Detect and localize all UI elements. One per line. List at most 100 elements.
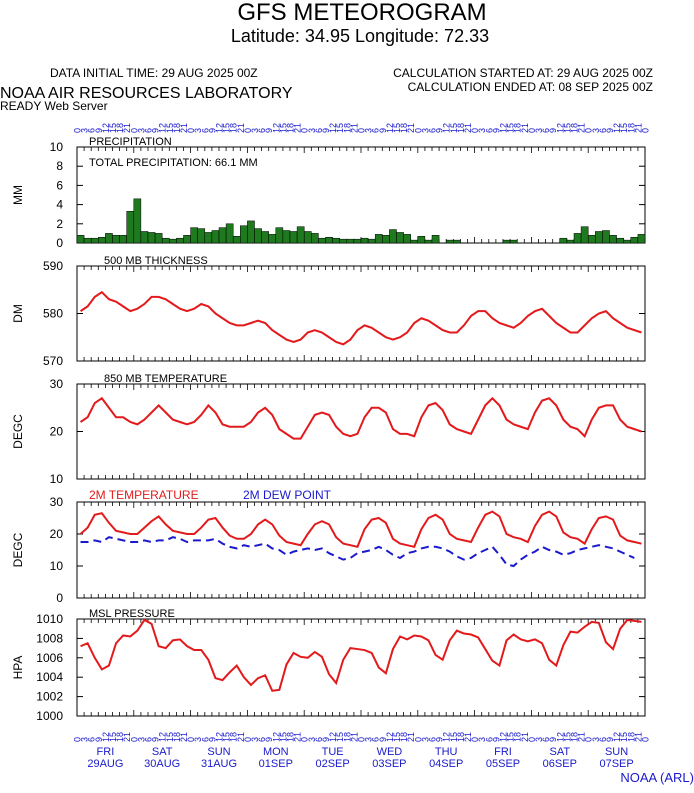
bottom-hour-label: 9 [264,737,274,742]
bottom-hour-label: 21 [349,732,359,742]
top-hour-label: 18 [456,123,466,133]
precip-bar [289,231,298,244]
y-tick-label: 580 [43,307,63,321]
top-hour-label: 0 [73,128,83,133]
bottom-hour-label: 3 [534,737,544,742]
bottom-hour-label: 21 [179,732,189,742]
day-of-week-label: SUN [207,746,230,758]
day-of-week-label: TUE [322,746,344,758]
day-of-week-label: WED [377,746,403,758]
date-label: 06SEP [543,758,577,770]
precip-bar [154,233,163,244]
series-line [79,396,642,440]
bottom-hour-label: 0 [186,737,196,742]
server-name: READY Web Server [0,99,108,113]
org-name: NOAA AIR RESOURCES LABORATORY [0,85,293,102]
bottom-hour-label: 9 [435,737,445,742]
y-tick-label: 20 [50,425,64,439]
bottom-hour-label: 6 [257,737,267,742]
precip-bar [374,234,383,244]
bottom-hour-label: 6 [87,737,97,742]
top-hour-label: 9 [548,128,558,133]
precip-bar [602,230,610,244]
bottom-hour-label: 15 [335,732,345,742]
precip-bar [587,235,596,244]
top-hour-label: 21 [463,123,473,133]
bottom-hour-label: 15 [506,732,516,742]
top-hour-label: 21 [236,123,246,133]
top-hour-label: 12 [612,123,622,133]
bottom-hour-label: 6 [541,737,551,742]
bottom-hour-label: 21 [520,732,530,742]
bottom-hour-label: 15 [619,732,629,742]
panel-4: 0 10 20 30 DEGC 2M TEMPERATURE 2M DEW POINT [11,488,646,605]
precip-bar [76,235,85,244]
date-label: 02SEP [315,758,349,770]
precip-bar [261,231,269,244]
precip-bar [573,233,582,244]
precip-bar [176,237,184,244]
bottom-hour-label: 3 [591,737,601,742]
bottom-hour-label: 21 [577,732,587,742]
bottom-hour-label: 15 [392,732,402,742]
precip-bar [161,237,170,244]
series-line-2m-dew-point [80,536,635,568]
precip-bar [318,237,326,244]
top-hour-label: 21 [349,123,359,133]
day-of-week-label: SAT [550,746,571,758]
bottom-hour-label: 12 [555,732,565,742]
top-hour-label: 12 [215,123,225,133]
precip-bar [367,238,376,244]
bottom-hour-label: 9 [548,737,558,742]
precip-bar [83,237,92,244]
top-hour-label: 15 [392,123,402,133]
top-hour-label: 0 [470,128,480,133]
series-line-2m-temperature [79,510,642,548]
top-hour-label: 6 [257,128,267,133]
top-hour-label: 15 [335,123,345,133]
precip-bar [424,239,433,244]
bottom-hour-label: 15 [165,732,175,742]
bottom-hour-label: 6 [200,737,210,742]
y-tick-label: 4 [56,198,63,212]
top-hour-axis: 0369121518210369121518210369121518210369… [73,123,651,133]
precip-bar [332,237,340,244]
bottom-hour-label: 0 [300,737,310,742]
top-hour-label: 0 [243,128,253,133]
top-hour-label: 0 [584,128,594,133]
calc-started: CALCULATION STARTED AT: 29 AUG 2025 00Z [393,66,653,80]
precip-bar [98,236,106,244]
bottom-hour-label: 21 [236,732,246,742]
y-axis-label: MM [11,185,25,205]
top-hour-label: 0 [527,128,537,133]
bottom-hour-label: 18 [570,732,580,742]
top-hour-label: 12 [442,123,452,133]
bottom-hour-label: 15 [278,732,288,742]
top-hour-label: 12 [555,123,565,133]
precip-bar [211,230,220,244]
top-hour-label: 6 [87,128,97,133]
precip-bar [140,231,149,244]
bottom-hour-label: 15 [562,732,572,742]
panel-title: MSL PRESSURE [89,608,175,620]
bottom-hour-label: 9 [491,737,501,742]
precip-bar [254,228,262,244]
top-hour-label: 12 [158,123,168,133]
top-hour-label: 21 [122,123,132,133]
y-tick-label: 1004 [36,670,63,684]
top-hour-label: 3 [364,128,374,133]
precip-bar [190,227,198,244]
precip-bar [282,230,291,244]
bottom-hour-label: 0 [413,737,423,742]
bottom-hour-label: 21 [406,732,416,742]
bottom-hour-label: 15 [108,732,118,742]
precip-bar [90,237,99,244]
day-of-week-label: THU [435,746,458,758]
panels: 0 2 4 6 8 10 MM PRECIPITATION TOTAL PRECIPITATIO… [11,136,646,723]
top-hour-label: 6 [371,128,381,133]
top-hour-label: 18 [286,123,296,133]
precip-bar [197,228,206,244]
panel-2: 570 580 590 DM 500 MB THICKNESS [11,255,646,368]
top-hour-label: 21 [577,123,587,133]
date-label: 04SEP [429,758,463,770]
